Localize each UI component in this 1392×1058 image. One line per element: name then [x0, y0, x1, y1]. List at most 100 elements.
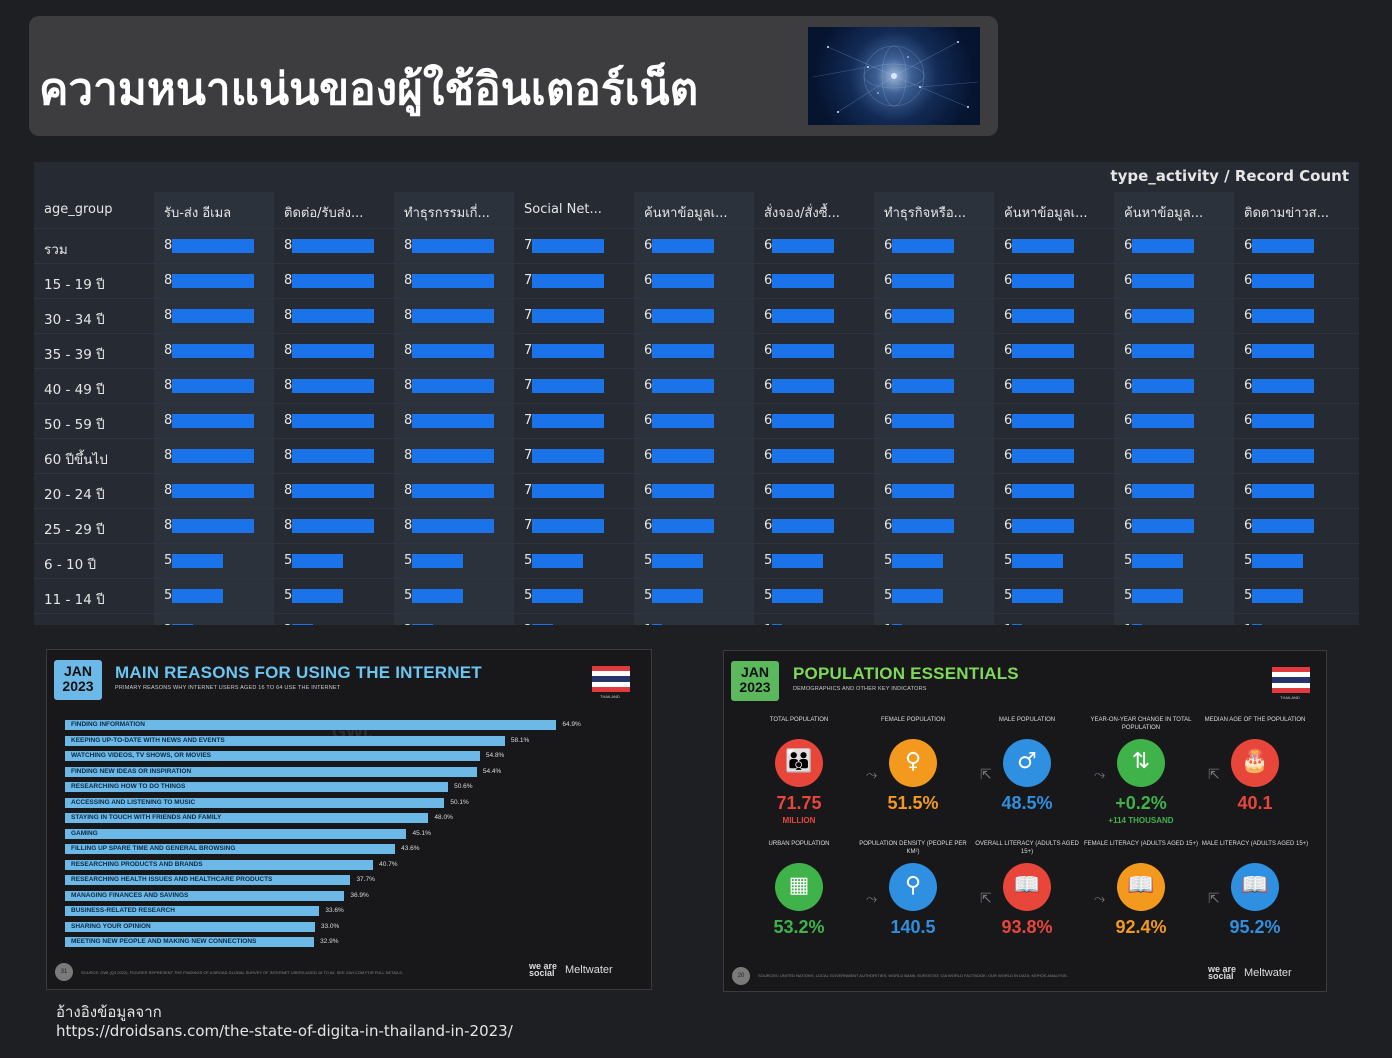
cell-value: 8: [404, 518, 413, 533]
separator-icon: ⤳: [1094, 891, 1106, 907]
table-cell: 6: [994, 369, 1114, 403]
cell-value: 8: [164, 518, 173, 533]
cell-value: 8: [284, 518, 293, 533]
cell-bar: [412, 484, 494, 498]
badge-year: 2023: [739, 678, 771, 695]
cell-bar: [1252, 624, 1263, 625]
age-group-label: 40 - 49 ปี: [44, 382, 105, 398]
table-cell: 6: [1114, 299, 1234, 333]
table-cell: 6: [1114, 439, 1234, 473]
table-cell: 5: [274, 544, 394, 578]
table-cell: 7: [514, 404, 634, 438]
reason-bar: [65, 751, 480, 761]
cell-value: 6: [644, 518, 653, 533]
column-header[interactable]: ค้นหาข้อมูลเ...: [634, 192, 754, 228]
table-row: 20 - 24 ปี 8 8 8 7 6 6 6 6 6 6: [34, 473, 1359, 508]
cell-bar: [1012, 379, 1074, 393]
page-title: ความหนาแน่นของผู้ใช้อินเตอร์เน็ต: [39, 64, 699, 115]
table-cell: 6: [994, 439, 1114, 473]
table-cell: 8: [394, 474, 514, 508]
separator-icon: ⇱: [980, 767, 992, 783]
reason-label: FINDING NEW IDEAS OR INSPIRATION: [71, 767, 192, 775]
cell-bar: [772, 484, 834, 498]
stat-value: 140.5: [890, 917, 936, 937]
table-cell: 8: [394, 264, 514, 298]
table-cell: 7: [514, 369, 634, 403]
column-header[interactable]: ทำธุรกิจหรือ...: [874, 192, 994, 228]
reference-url[interactable]: https://droidsans.com/the-state-of-digit…: [56, 1021, 513, 1040]
column-header[interactable]: ติดตามข่าวส...: [1244, 206, 1330, 221]
cell-bar: [772, 309, 834, 323]
infographic-title: POPULATION ESSENTIALS: [793, 664, 1019, 683]
table-cell: 5: [1234, 579, 1354, 613]
reason-row: GAMING 45.1%: [65, 828, 645, 844]
cell-bar: [1012, 554, 1064, 568]
column-header[interactable]: รับ-ส่ง อีเมล: [154, 192, 274, 228]
cell-value: 8: [164, 273, 173, 288]
reason-value: 37.7%: [356, 876, 375, 883]
column-header[interactable]: ติดต่อ/รับส่ง...: [284, 206, 364, 221]
stat-block: FEMALE POPULATION ♀ 51.5%: [856, 717, 970, 814]
column-header[interactable]: ค้นหาข้อมูลเ...: [1004, 206, 1088, 221]
reason-value: 50.1%: [450, 798, 469, 806]
cell-value: 6: [764, 273, 773, 288]
cell-bar: [172, 554, 224, 568]
reason-row: FINDING NEW IDEAS OR INSPIRATION 54.4%: [65, 766, 645, 782]
cell-bar: [1252, 589, 1304, 603]
table-cell: 5: [634, 544, 754, 578]
column-header[interactable]: Social Net...: [524, 202, 602, 217]
change-arrows-icon: ⇅: [1117, 739, 1165, 787]
we-are-social-logo: we are social: [529, 960, 558, 978]
brand-logos: we are social Meltwater: [529, 961, 613, 979]
table-cell: 6: [874, 264, 994, 298]
table-cell: 2: [394, 614, 514, 625]
cell-bar: [652, 239, 714, 253]
table-cell: 7: [514, 334, 634, 368]
cell-value: 6: [764, 308, 773, 323]
table-cell: 6: [1234, 439, 1354, 473]
cell-value: 6: [1004, 273, 1013, 288]
cell-value: 6: [764, 448, 773, 463]
reason-bar: [65, 906, 320, 916]
reason-row: WATCHING VIDEOS, TV SHOWS, OR MOVIES 54.8…: [65, 750, 645, 766]
cell-bar: [772, 344, 834, 358]
stat-value: 51.5%: [887, 793, 939, 813]
table-cell: 6: [1234, 369, 1354, 403]
table-cell: 5: [874, 544, 994, 578]
table-cell: 6: [634, 404, 754, 438]
cell-value: 6: [1244, 343, 1253, 358]
cell-value: 5: [764, 588, 773, 603]
table-cell: 5: [154, 544, 274, 578]
stat-block: POPULATION DENSITY (PEOPLE PER KM²) ⚲ 140.…: [856, 841, 970, 938]
cell-value: 5: [1004, 588, 1013, 603]
book-icon: 📖: [1117, 863, 1165, 911]
cell-value: 7: [524, 448, 533, 463]
reason-bar: [65, 735, 505, 746]
column-header[interactable]: สั่งจอง/สั่งซื้...: [764, 206, 840, 221]
reason-bar: [65, 844, 396, 854]
table-cell: 8: [154, 404, 274, 438]
table-cell: 8: [394, 334, 514, 368]
table-cell: 7: [514, 229, 634, 263]
table-cell: 6: [1234, 404, 1354, 438]
column-header[interactable]: ค้นหาข้อมูล...: [1114, 192, 1234, 228]
table-cell: 6: [874, 404, 994, 438]
table-cell: 6: [634, 369, 754, 403]
row-header[interactable]: age_group: [44, 202, 113, 217]
cell-bar: [1132, 414, 1194, 428]
table-cell: 6: [754, 334, 874, 368]
cell-bar: [412, 449, 494, 463]
reason-value: 45.1%: [412, 829, 431, 837]
table-cell: 6: [634, 299, 754, 333]
cell-value: 6: [644, 483, 653, 498]
stat-block: FEMALE LITERACY (ADULTS AGED 15+) 📖 92.4%: [1084, 841, 1198, 938]
cell-bar: [412, 379, 494, 393]
column-header[interactable]: ทำธุรกรรมเกี่...: [394, 192, 514, 228]
table-cell: 8: [154, 439, 274, 473]
cell-value: 7: [524, 308, 533, 323]
stat-glyph: ⇅: [1131, 749, 1151, 774]
stat-caption: FEMALE LITERACY (ADULTS AGED 15+): [1084, 841, 1198, 847]
reasons-bar-chart: FINDING INFORMATION 64.9% KEEPING UP-TO-DA…: [65, 719, 645, 952]
table-cell: 5: [1114, 544, 1234, 578]
table-cell: 8: [394, 369, 514, 403]
